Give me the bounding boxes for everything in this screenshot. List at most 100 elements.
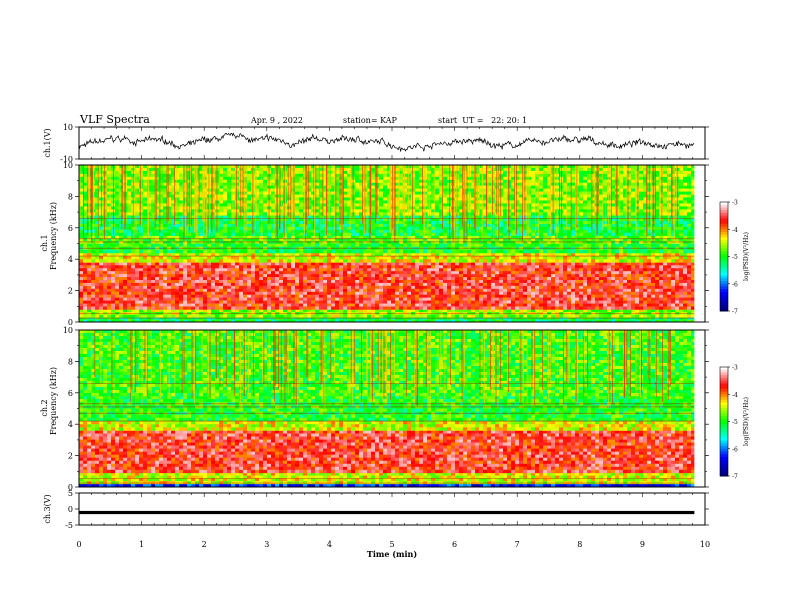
spectrogram-cell (455, 280, 460, 284)
spectrogram-cell (355, 314, 360, 318)
spectrogram-cell (115, 240, 120, 244)
spectrogram-cell (523, 268, 528, 272)
spectrogram-cell (463, 297, 468, 301)
spectrogram-cell (239, 265, 244, 269)
spectrogram-cell (355, 300, 360, 304)
spectrogram-cell (339, 294, 344, 298)
spectrogram-cell (83, 314, 88, 318)
spectrogram-cell (423, 309, 428, 313)
spectrogram-cell (91, 297, 96, 301)
spectrogram-cell (523, 314, 528, 318)
spectrogram-cell (267, 291, 272, 296)
spectrogram-cell (435, 285, 440, 290)
spectrogram-cell (315, 314, 320, 318)
spectrogram-cell (647, 285, 652, 290)
spectrogram-cell (323, 262, 328, 266)
spectrogram-cell (495, 291, 500, 296)
spectrogram-cell (535, 309, 540, 313)
spectrogram-cell (263, 271, 268, 275)
spectrogram-cell (163, 262, 168, 266)
spectrogram-cell (679, 285, 684, 290)
spectrogram-cell (303, 274, 308, 278)
spectrogram-cell (439, 259, 444, 263)
spectrogram-cell (167, 280, 172, 284)
spectrogram-cell (359, 277, 364, 281)
spectrogram-cell (279, 240, 284, 244)
spectrogram-cell (559, 277, 564, 281)
spectrogram-cell (275, 314, 280, 318)
spectrogram-cell (575, 274, 580, 278)
spectrogram-cell (535, 271, 540, 275)
spectrogram-cell (627, 303, 632, 307)
spectrogram-cell (179, 277, 184, 281)
spectrogram-cell (243, 319, 248, 323)
spectrogram-cell (191, 288, 196, 293)
spectrogram-cell (319, 265, 324, 269)
spectrogram-cell (199, 240, 204, 244)
spectrogram-cell (635, 268, 640, 272)
spectrogram-cell (227, 300, 232, 304)
spectrogram-cell (79, 303, 84, 307)
spectrogram-cell (631, 215, 636, 219)
spectrogram-cell (631, 268, 636, 272)
spectrogram-cell (531, 303, 536, 307)
spectrogram-cell (539, 291, 544, 296)
spectrogram-cell (131, 285, 136, 290)
spectrogram-cell (83, 291, 88, 296)
spectrogram-cell (267, 238, 272, 242)
spectrogram-cell (475, 314, 480, 318)
spectrogram-cell (287, 252, 292, 257)
spectrogram-cell (83, 280, 88, 284)
spectrogram-cell (595, 300, 600, 304)
spectrogram-cell (547, 303, 552, 307)
spectrogram-cell (111, 215, 116, 219)
spectrogram-cell (607, 277, 612, 281)
spectrogram-cell (411, 259, 416, 263)
spectrogram-cell (611, 303, 616, 307)
spectrogram-cell (167, 285, 172, 290)
spectrogram-cell (423, 265, 428, 269)
spectrogram-cell (275, 288, 280, 293)
spectrogram-cell (279, 319, 284, 323)
spectrogram-cell (351, 256, 356, 260)
spectrogram-cell (203, 265, 208, 269)
spectrogram-cell (383, 252, 388, 257)
spectrogram-cell (435, 288, 440, 293)
spectrogram-cell (379, 240, 384, 244)
spectrogram-cell (563, 262, 568, 266)
spectrogram-cell (435, 309, 440, 313)
spectrogram-cell (183, 282, 188, 287)
spectrogram-cell (683, 215, 688, 219)
spectrogram-cell (487, 243, 492, 247)
spectrogram-cell (631, 249, 636, 254)
spectrogram-cell (371, 256, 376, 260)
spectrogram-cell (663, 240, 668, 244)
spectrogram-cell (199, 288, 204, 293)
spectrogram-cell (271, 291, 276, 296)
spectrogram-cell (359, 319, 364, 323)
spectrogram-cell (667, 300, 672, 304)
spectrogram-cell (503, 259, 508, 263)
spectrogram-cell (95, 291, 100, 296)
spectrogram-cell (319, 274, 324, 278)
spectrogram-cell (427, 271, 432, 275)
spectrogram-cell (95, 249, 100, 254)
spectrogram-cell (327, 235, 332, 239)
spectrogram-cell (475, 285, 480, 290)
spectrogram-cell (363, 280, 368, 284)
spectrogram-cell (383, 291, 388, 296)
spectrogram-cell (575, 256, 580, 260)
spectrogram-cell (155, 282, 160, 287)
spectrogram-cell (203, 306, 208, 310)
spectrogram-cell (479, 277, 484, 281)
spectrogram-cell (555, 291, 560, 296)
spectrogram-cell (475, 294, 480, 298)
spectrogram-cell (223, 274, 228, 278)
spectrogram-cell (167, 306, 172, 310)
spectrogram-cell (395, 271, 400, 275)
spectrogram-cell (391, 309, 396, 313)
spectrogram-cell (339, 252, 344, 257)
spectrogram-cell (531, 249, 536, 254)
spectrogram-cell (263, 317, 268, 320)
spectrogram-cell (495, 294, 500, 298)
